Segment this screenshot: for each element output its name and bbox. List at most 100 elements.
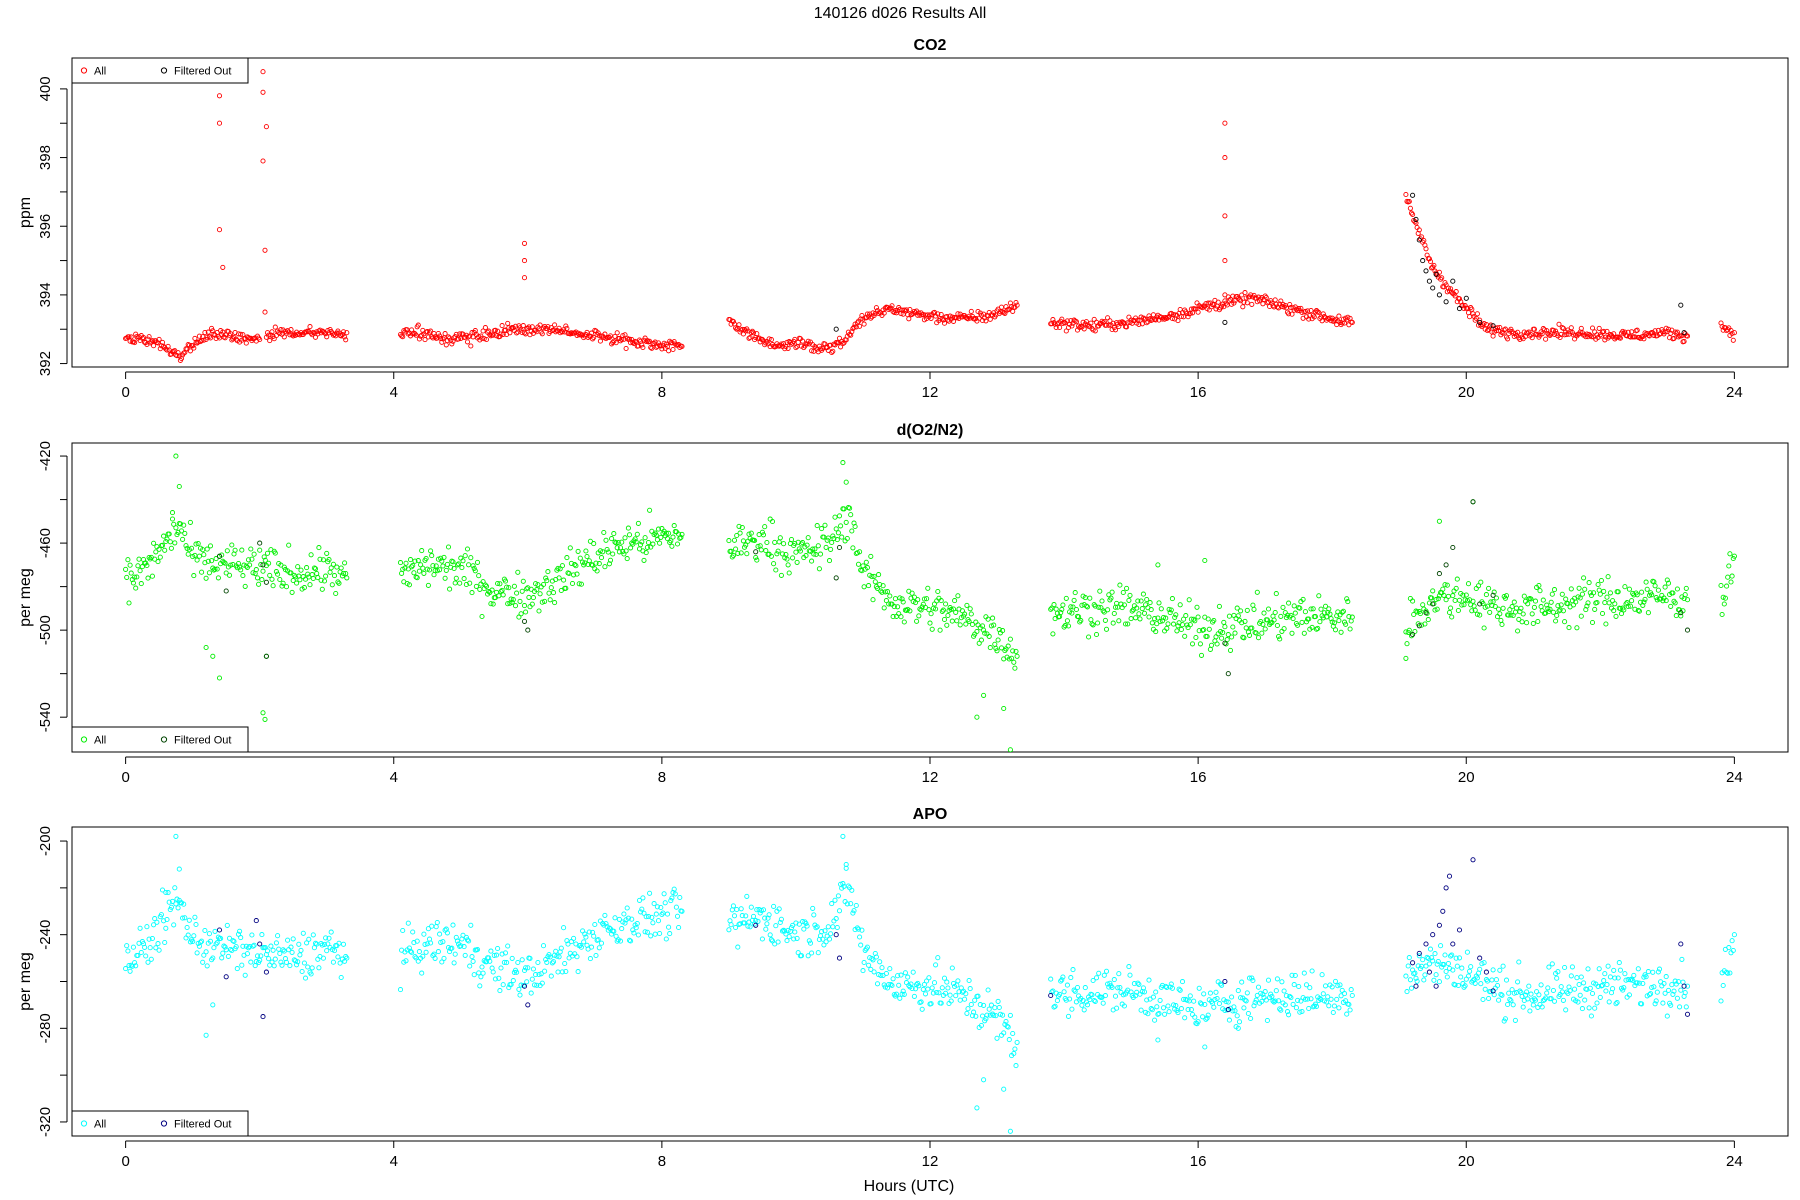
x-tick-label: 0: [121, 769, 129, 786]
data-point: [638, 542, 644, 548]
data-point: [535, 959, 541, 966]
data-point: [1048, 976, 1054, 982]
data-point: [911, 993, 917, 999]
data-point: [1671, 988, 1677, 994]
filtered-point: [1681, 983, 1687, 989]
data-point: [945, 612, 951, 619]
data-point: [491, 952, 497, 958]
data-point: [1064, 318, 1070, 324]
data-point: [248, 546, 254, 552]
data-point: [1211, 617, 1217, 624]
data-point: [1319, 972, 1325, 978]
filtered-point: [263, 969, 269, 975]
data-point: [649, 345, 655, 351]
data-point: [1566, 625, 1572, 631]
data-point: [213, 941, 219, 947]
y-tick-label: -280: [37, 1013, 54, 1043]
data-point: [1537, 588, 1543, 594]
data-point: [1048, 606, 1054, 612]
data-point: [1434, 961, 1440, 967]
data-point: [1459, 602, 1465, 608]
data-point: [733, 924, 739, 931]
data-point: [1331, 1003, 1337, 1009]
data-point: [886, 981, 892, 988]
data-point: [1194, 604, 1200, 610]
data-point: [1558, 331, 1564, 337]
data-point: [1072, 590, 1078, 596]
data-point: [921, 981, 927, 988]
data-point: [1410, 598, 1416, 604]
data-point: [220, 950, 226, 956]
data-point: [793, 345, 799, 351]
data-point: [1312, 614, 1318, 620]
data-point: [567, 545, 573, 551]
data-point: [860, 968, 866, 974]
data-point: [642, 535, 648, 541]
data-point: [670, 534, 676, 540]
data-point: [645, 914, 652, 920]
data-point: [306, 574, 312, 580]
series-all: [123, 69, 1737, 363]
data-point: [902, 308, 908, 314]
data-point: [287, 963, 293, 969]
data-point: [1303, 982, 1310, 988]
data-point: [1176, 986, 1182, 992]
data-point: [676, 924, 682, 931]
data-point: [1445, 593, 1451, 599]
data-point: [1338, 993, 1344, 999]
data-point: [1091, 602, 1097, 608]
data-point: [733, 325, 739, 331]
data-point: [1159, 982, 1165, 988]
data-point: [1277, 1006, 1283, 1012]
data-point: [994, 648, 1000, 654]
data-point: [526, 324, 532, 330]
data-point: [194, 950, 200, 956]
data-point: [483, 583, 490, 589]
data-point: [1582, 586, 1588, 592]
data-point: [1175, 1010, 1181, 1016]
data-point: [931, 980, 938, 986]
data-point: [330, 959, 336, 965]
data-point: [539, 980, 545, 986]
data-point: [1274, 976, 1280, 982]
data-point: [619, 539, 625, 545]
data-point: [1326, 1003, 1332, 1009]
data-point: [1195, 1019, 1201, 1025]
data-point: [1724, 583, 1730, 589]
data-point: [1240, 304, 1246, 310]
data-point: [1051, 1004, 1057, 1010]
data-point: [1052, 1003, 1058, 1009]
data-point: [764, 539, 770, 546]
filtered-point: [1456, 306, 1463, 312]
data-point: [825, 924, 831, 930]
data-point: [857, 934, 863, 940]
data-point: [644, 929, 650, 935]
data-point: [561, 925, 567, 931]
data-point: [964, 1010, 970, 1016]
data-point: [180, 915, 186, 921]
data-point: [895, 604, 901, 610]
data-point: [185, 932, 191, 938]
data-point: [264, 550, 271, 556]
data-point: [1728, 327, 1734, 334]
data-point: [1459, 965, 1465, 971]
data-point: [429, 553, 435, 559]
data-point: [1612, 601, 1618, 607]
data-point: [1443, 597, 1449, 603]
data-point: [826, 936, 833, 942]
data-point: [1581, 575, 1587, 581]
data-point: [868, 553, 874, 559]
data-point: [1164, 625, 1170, 631]
data-point: [166, 531, 172, 537]
data-point: [1613, 613, 1619, 619]
data-point: [1406, 627, 1412, 633]
data-point: [228, 562, 234, 568]
data-point: [598, 940, 605, 946]
data-point: [406, 582, 412, 588]
data-point: [1555, 603, 1561, 609]
data-point: [521, 967, 528, 974]
data-point: [622, 535, 628, 541]
data-point: [863, 559, 869, 565]
data-point: [899, 596, 905, 602]
data-point: [423, 555, 429, 562]
